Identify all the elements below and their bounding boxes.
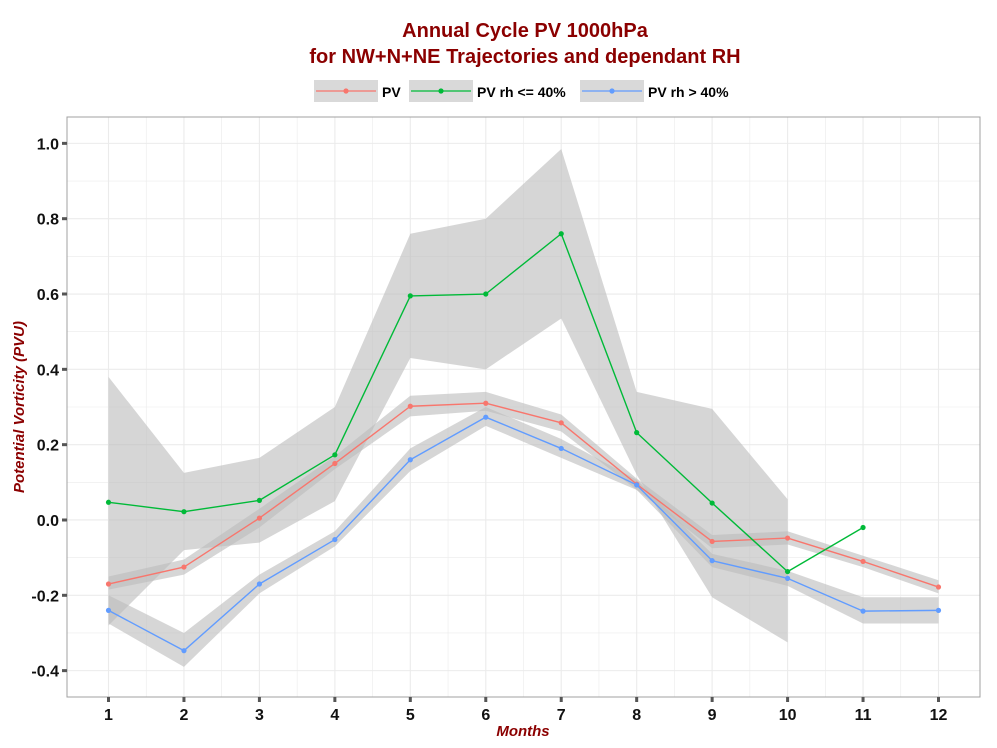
y-tick-label: 0.8 xyxy=(37,212,59,229)
data-point-series-0-month-2 xyxy=(181,564,187,570)
data-point-series-1-month-11 xyxy=(860,524,866,531)
data-point-series-2-month-10 xyxy=(784,575,791,581)
data-point-series-1-month-2 xyxy=(181,509,187,515)
data-point-series-1-month-6 xyxy=(483,291,489,297)
x-tick-label: 3 xyxy=(255,707,264,724)
legend-label-pv-rh-low: PV rh <= 40% xyxy=(477,84,566,100)
legend-item-pv[interactable]: PV xyxy=(314,80,401,102)
series-line-2 xyxy=(108,416,939,652)
legend-marker-pv-rh-low xyxy=(438,88,444,94)
y-axis: -0.4 -0.2 0.0 0.2 0.4 0.6 0.8 1.0 xyxy=(31,136,67,681)
x-tick-label: 4 xyxy=(330,707,339,724)
x-axis: 1 2 3 4 5 6 7 8 9 10 11 12 xyxy=(104,697,948,724)
ribbon-series-1 xyxy=(108,149,788,643)
x-tick-label: 12 xyxy=(930,707,948,724)
data-point-series-0-month-1 xyxy=(105,581,112,587)
data-point-series-2-month-3 xyxy=(256,581,263,587)
data-point-series-0-month-10 xyxy=(784,535,791,541)
x-tick-label: 9 xyxy=(708,707,717,724)
data-point-series-1-month-3 xyxy=(256,497,263,504)
x-tick-label: 10 xyxy=(779,707,797,724)
data-point-series-2-month-5 xyxy=(407,457,413,463)
data-point-series-2-month-2 xyxy=(181,648,187,654)
data-point-series-0-month-9 xyxy=(709,538,715,545)
legend-label-pv-rh-high: PV rh > 40% xyxy=(648,84,729,100)
confidence-ribbons xyxy=(108,149,939,667)
legend: PV PV rh <= 40% PV rh > 40% xyxy=(314,80,729,102)
data-point-series-1-month-9 xyxy=(709,500,715,506)
chart-title-line-2: for NW+N+NE Trajectories and dependant R… xyxy=(309,46,740,68)
legend-item-pv-rh-low[interactable]: PV rh <= 40% xyxy=(409,80,566,102)
x-tick-label: 7 xyxy=(557,707,566,724)
y-tick-label: -0.4 xyxy=(31,664,59,681)
data-point-series-2-month-12 xyxy=(935,607,942,613)
chart-title-line-1: Annual Cycle PV 1000hPa xyxy=(402,20,649,42)
x-axis-label: Months xyxy=(496,723,549,740)
y-tick-label: 0.4 xyxy=(37,362,59,379)
x-tick-label: 11 xyxy=(855,707,872,724)
x-tick-label: 5 xyxy=(406,707,415,724)
x-tick-label: 2 xyxy=(180,707,189,724)
y-tick-label: 0.0 xyxy=(37,513,59,530)
y-axis-label: Potential Vorticity (PVU) xyxy=(11,321,28,493)
data-point-series-2-month-7 xyxy=(558,445,564,452)
data-point-series-2-month-4 xyxy=(332,536,338,543)
data-point-series-1-month-5 xyxy=(407,293,413,299)
data-point-series-0-month-11 xyxy=(860,558,866,565)
ribbon-series-2 xyxy=(108,407,939,667)
data-point-series-1-month-10 xyxy=(784,568,791,575)
x-tick-label: 8 xyxy=(632,707,641,724)
data-point-series-2-month-1 xyxy=(105,607,112,613)
series-points xyxy=(105,231,942,654)
data-point-series-0-month-7 xyxy=(558,420,564,426)
data-point-series-0-month-12 xyxy=(935,584,942,590)
data-point-series-0-month-3 xyxy=(256,515,263,521)
x-tick-label: 1 xyxy=(104,707,113,724)
y-tick-label: 0.6 xyxy=(37,287,59,304)
y-tick-label: 0.2 xyxy=(37,438,59,455)
data-point-series-1-month-8 xyxy=(634,430,640,436)
data-point-series-2-month-8 xyxy=(634,482,640,488)
legend-marker-pv-rh-high xyxy=(609,88,615,94)
series-line-0 xyxy=(108,402,939,588)
data-point-series-0-month-4 xyxy=(332,460,338,467)
data-point-series-0-month-6 xyxy=(483,400,489,406)
data-point-series-2-month-6 xyxy=(483,414,489,420)
legend-marker-pv xyxy=(343,88,349,94)
data-point-series-2-month-11 xyxy=(860,608,866,614)
plot-panel-border xyxy=(66,116,981,698)
data-point-series-1-month-1 xyxy=(105,499,112,505)
legend-label-pv: PV xyxy=(382,84,401,100)
data-point-series-1-month-7 xyxy=(558,231,564,237)
y-tick-label: 1.0 xyxy=(37,136,59,153)
data-point-series-2-month-9 xyxy=(709,558,715,564)
data-point-series-0-month-5 xyxy=(407,403,413,409)
data-point-series-1-month-4 xyxy=(332,452,338,458)
legend-item-pv-rh-high[interactable]: PV rh > 40% xyxy=(580,80,729,102)
x-tick-label: 6 xyxy=(481,707,490,724)
y-tick-label: -0.2 xyxy=(31,588,59,605)
